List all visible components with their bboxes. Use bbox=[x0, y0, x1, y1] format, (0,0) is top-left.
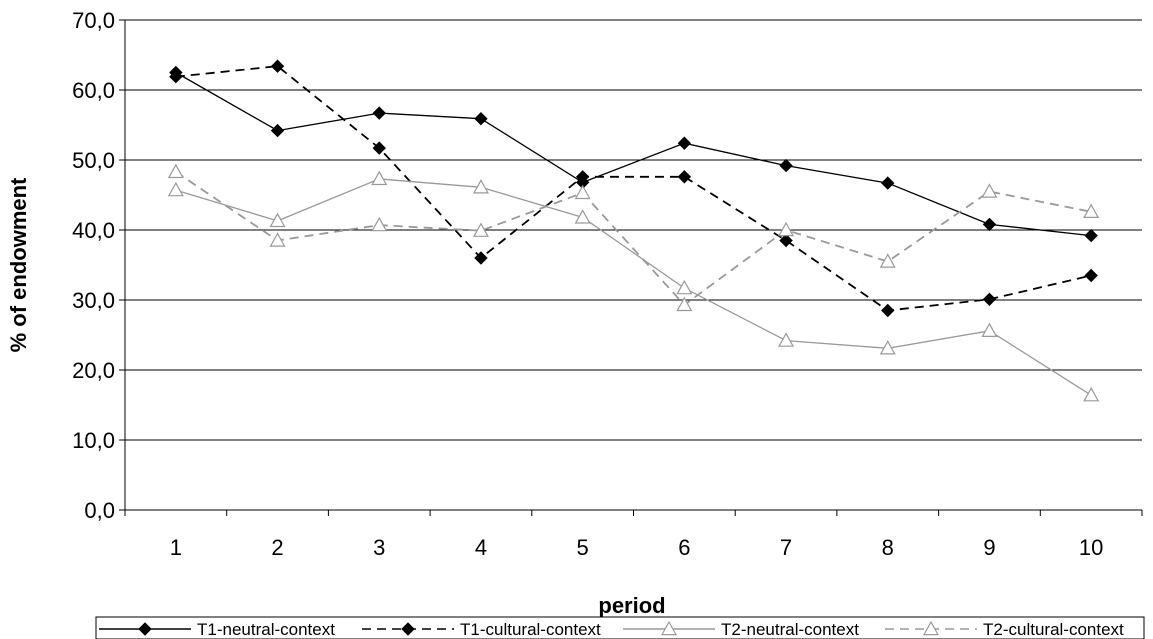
data-point-marker bbox=[472, 222, 489, 237]
data-point-marker bbox=[676, 296, 693, 312]
data-point-marker bbox=[371, 216, 388, 232]
data-point-marker bbox=[677, 136, 692, 150]
gridlines bbox=[125, 19, 1142, 441]
data-point-marker bbox=[779, 158, 793, 173]
data-point-marker bbox=[922, 620, 940, 636]
y-tick-label: 0,0 bbox=[84, 498, 115, 523]
data-point-marker bbox=[269, 232, 286, 247]
legend-label: T2-cultural-context bbox=[983, 620, 1124, 639]
data-point-marker bbox=[879, 340, 896, 355]
legend-box bbox=[95, 616, 1145, 639]
data-point-marker bbox=[1084, 268, 1098, 283]
series-T1-neutral-context bbox=[169, 65, 1098, 243]
data-point-marker bbox=[269, 212, 286, 228]
data-point-marker bbox=[981, 183, 998, 198]
data-point-marker bbox=[167, 181, 184, 197]
data-point-marker bbox=[660, 620, 678, 636]
y-tick-label: 70,0 bbox=[72, 8, 115, 33]
legend-label: T2-neutral-context bbox=[721, 620, 859, 639]
data-point-marker bbox=[270, 59, 285, 73]
series-line bbox=[175, 171, 1092, 307]
series-line bbox=[175, 178, 1092, 396]
series-group bbox=[167, 59, 1100, 402]
series-T2-cultural-context bbox=[167, 163, 1100, 312]
y-tick-label: 30,0 bbox=[72, 288, 115, 313]
data-point-marker bbox=[270, 123, 285, 138]
x-tick-label: 4 bbox=[475, 535, 487, 560]
x-tick-label: 2 bbox=[271, 535, 283, 560]
y-tick-label: 60,0 bbox=[72, 78, 115, 103]
legend-item: T2-neutral-context bbox=[623, 620, 859, 639]
data-point-marker bbox=[778, 221, 795, 237]
data-point-marker bbox=[575, 170, 590, 184]
y-tick-label: 20,0 bbox=[72, 358, 115, 383]
data-point-marker bbox=[881, 303, 895, 318]
x-tick-label: 10 bbox=[1079, 535, 1103, 560]
series-line bbox=[175, 65, 1092, 312]
data-point-marker bbox=[372, 141, 386, 155]
data-point-marker bbox=[574, 184, 591, 200]
series-line bbox=[175, 71, 1092, 237]
data-point-marker bbox=[981, 322, 998, 337]
data-point-marker bbox=[167, 163, 184, 179]
x-tick-label: 7 bbox=[780, 535, 792, 560]
data-point-marker bbox=[778, 332, 795, 347]
data-point-marker bbox=[472, 179, 489, 194]
legend-label: T1-neutral-context bbox=[197, 620, 335, 639]
data-point-marker bbox=[371, 170, 388, 186]
data-point-marker bbox=[574, 209, 591, 224]
y-tick-label: 50,0 bbox=[72, 148, 115, 173]
data-point-marker bbox=[879, 253, 896, 268]
data-point-marker bbox=[169, 69, 183, 84]
data-point-marker bbox=[982, 292, 997, 307]
legend-label: T1-cultural-context bbox=[460, 620, 601, 639]
y-axis-title: % of endowment bbox=[6, 177, 31, 352]
x-tick-label: 1 bbox=[170, 535, 182, 560]
data-point-marker bbox=[474, 111, 488, 126]
data-point-marker bbox=[401, 622, 415, 636]
data-point-marker bbox=[1083, 203, 1100, 218]
y-tick-label: 40,0 bbox=[72, 218, 115, 243]
legend-item: T1-cultural-context bbox=[362, 620, 601, 639]
legend: T1-neutral-context T1-cultural-context T2-… bbox=[95, 616, 1145, 639]
y-tick-labels: 0,0 10,0 20,0 30,0 40,0 50,0 60,0 70,0 bbox=[72, 8, 115, 523]
data-point-marker bbox=[372, 106, 386, 120]
data-point-marker bbox=[1084, 228, 1098, 243]
x-tick-label: 9 bbox=[983, 535, 995, 560]
axes bbox=[119, 19, 1143, 516]
data-point-marker bbox=[677, 170, 692, 184]
series-T1-cultural-context bbox=[169, 59, 1098, 318]
x-tick-labels: 1 2 3 4 5 6 7 8 9 10 bbox=[170, 535, 1104, 560]
x-axis-title: period bbox=[598, 593, 665, 618]
data-point-marker bbox=[881, 176, 895, 190]
x-tick-label: 3 bbox=[373, 535, 385, 560]
y-tick-label: 10,0 bbox=[72, 428, 115, 453]
data-point-marker bbox=[1083, 386, 1100, 402]
series-T2-neutral-context bbox=[167, 170, 1100, 402]
data-point-marker bbox=[138, 622, 152, 636]
data-point-marker bbox=[779, 233, 793, 248]
legend-item: T2-cultural-context bbox=[885, 620, 1124, 639]
data-point-marker bbox=[474, 251, 488, 265]
data-point-marker bbox=[676, 279, 693, 295]
legend-item: T1-neutral-context bbox=[99, 620, 335, 639]
data-point-marker bbox=[982, 217, 997, 232]
x-tick-label: 6 bbox=[678, 535, 690, 560]
x-tick-label: 5 bbox=[577, 535, 589, 560]
x-tick-label: 8 bbox=[882, 535, 894, 560]
